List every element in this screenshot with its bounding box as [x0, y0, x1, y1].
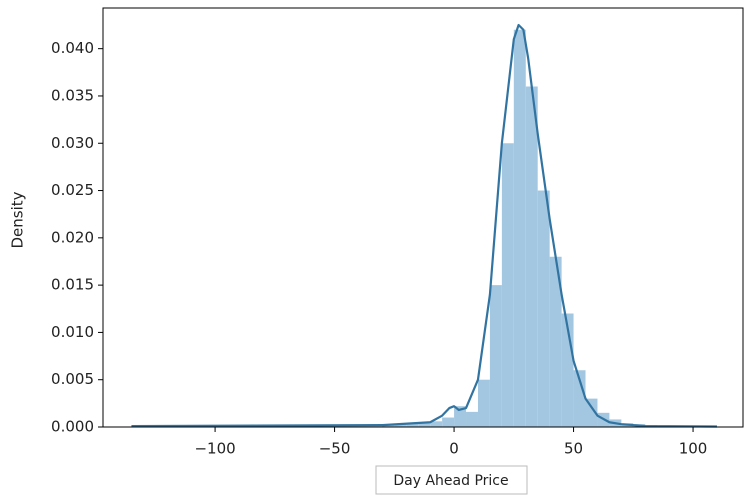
x-tick-label: −100: [194, 440, 235, 458]
x-tick-label: 0: [449, 440, 459, 458]
kde-line: [131, 23, 717, 428]
bar: [489, 285, 502, 427]
x-axis-label: Day Ahead Price: [393, 473, 508, 489]
bar: [501, 143, 514, 428]
bar: [477, 379, 490, 427]
bar: [454, 406, 467, 427]
y-tick-label: 0.040: [51, 39, 94, 57]
bar: [525, 86, 538, 427]
x-tick-label: 50: [564, 440, 583, 458]
y-tick-label: 0.015: [51, 276, 94, 294]
bar: [537, 190, 550, 427]
x-tick-label: 100: [679, 440, 708, 458]
x-label-box: [375, 465, 528, 495]
y-tick-label: 0.000: [51, 418, 94, 436]
bar: [561, 313, 574, 427]
x-tick-label: −50: [319, 440, 351, 458]
bar: [466, 411, 478, 427]
bar: [513, 29, 526, 428]
y-tick-label: 0.035: [51, 86, 94, 104]
bar: [573, 370, 586, 427]
bar: [430, 421, 443, 427]
y-tick-label: 0.025: [51, 181, 94, 199]
y-tick-label: 0.020: [51, 228, 94, 246]
y-tick-label: 0.010: [51, 323, 94, 341]
bar: [418, 423, 431, 427]
bar: [442, 417, 455, 427]
bar: [549, 256, 562, 427]
y-tick-label: 0.005: [51, 370, 94, 388]
bar: [394, 424, 407, 427]
bar: [406, 423, 419, 427]
plot-frame: [102, 7, 744, 428]
bar: [585, 398, 598, 427]
y-tick-label: 0.030: [51, 134, 94, 152]
y-axis-label: Density: [9, 191, 27, 248]
